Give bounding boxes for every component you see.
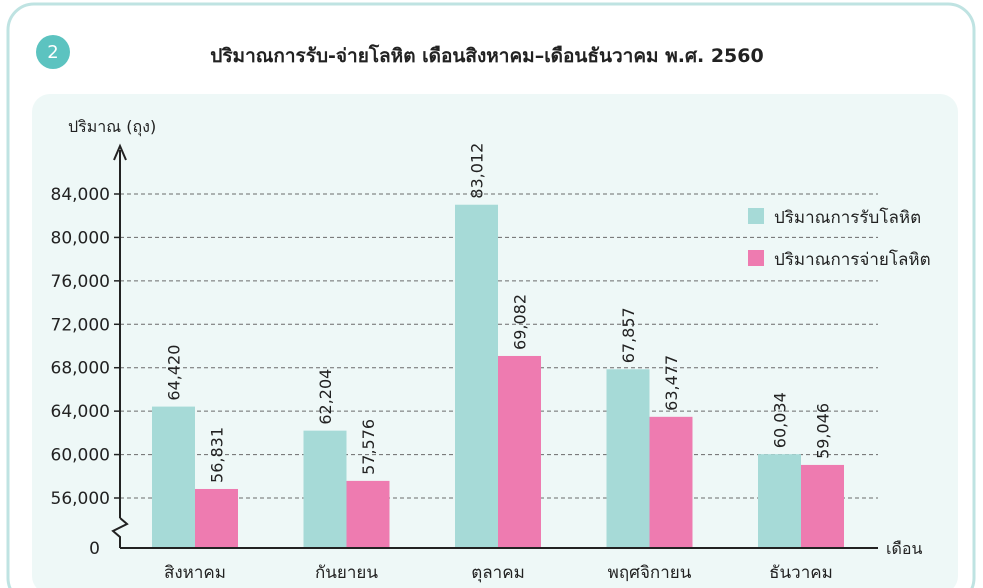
y-zero-label: 0 (89, 539, 100, 559)
bar-value-label: 56,831 (208, 427, 227, 483)
bar-dispensed (498, 355, 541, 548)
legend-label: ปริมาณการรับโลหิต (774, 207, 921, 228)
bars (152, 204, 844, 548)
axes: 56,000 60,000 64,000 68,000 72,000 76,000 80,0… (51, 143, 878, 583)
x-category-label: ตุลาคม (471, 563, 525, 583)
chart-title: ปริมาณการรับ-จ่ายโลหิต เดือนสิงหาคม–เดือ… (210, 44, 763, 67)
bar-received (455, 204, 498, 548)
bar-dispensed (801, 464, 844, 548)
bar-value-label: 57,576 (359, 419, 378, 475)
bar-value-label: 60,034 (771, 392, 790, 448)
bar-value-label: 63,477 (662, 355, 681, 411)
x-category-label: พฤศจิกายน (608, 563, 692, 583)
y-tick-label: 84,000 (51, 185, 110, 205)
legend: ปริมาณการรับโลหิตปริมาณการจ่ายโลหิต (748, 207, 931, 270)
bar-value-label: 62,204 (316, 369, 335, 425)
figure-number: 2 (47, 42, 58, 63)
y-axis-title: ปริมาณ (ถุง) (68, 117, 156, 137)
bar-value-label: 83,012 (468, 143, 487, 199)
legend-swatch (748, 208, 764, 224)
bar-value-label: 69,082 (511, 294, 530, 350)
figure-number-badge (36, 35, 70, 69)
x-category-label: กันยายน (315, 563, 378, 583)
x-category-label: ธันวาคม (769, 563, 833, 583)
bar-received (303, 430, 347, 548)
y-tick-label: 80,000 (51, 228, 110, 248)
y-tick-label: 68,000 (51, 359, 110, 379)
y-axis-arrow (113, 143, 127, 161)
data-labels: 64,420 56,831 62,204 57,576 83,012 69,082 67,8… (165, 143, 833, 483)
x-category-label: สิงหาคม (164, 563, 226, 583)
y-tick-label: 60,000 (51, 446, 110, 466)
bar-dispensed (195, 488, 238, 548)
x-axis-title: เดือน (886, 539, 922, 558)
bar-received (606, 369, 650, 548)
y-tick-label: 56,000 (51, 489, 110, 509)
bar-received (152, 406, 195, 548)
bar-value-label: 64,420 (165, 345, 184, 401)
bar-dispensed (649, 416, 693, 548)
bar-dispensed (346, 480, 390, 548)
bar-value-label: 59,046 (814, 403, 833, 459)
legend-swatch (748, 250, 764, 266)
bar-value-label: 67,857 (619, 307, 638, 363)
y-tick-label: 64,000 (51, 402, 110, 422)
y-tick-label: 76,000 (51, 272, 110, 292)
y-tick-label: 72,000 (51, 315, 110, 335)
axis-break (111, 517, 129, 548)
bar-received (758, 454, 801, 548)
legend-label: ปริมาณการจ่ายโลหิต (774, 249, 931, 270)
